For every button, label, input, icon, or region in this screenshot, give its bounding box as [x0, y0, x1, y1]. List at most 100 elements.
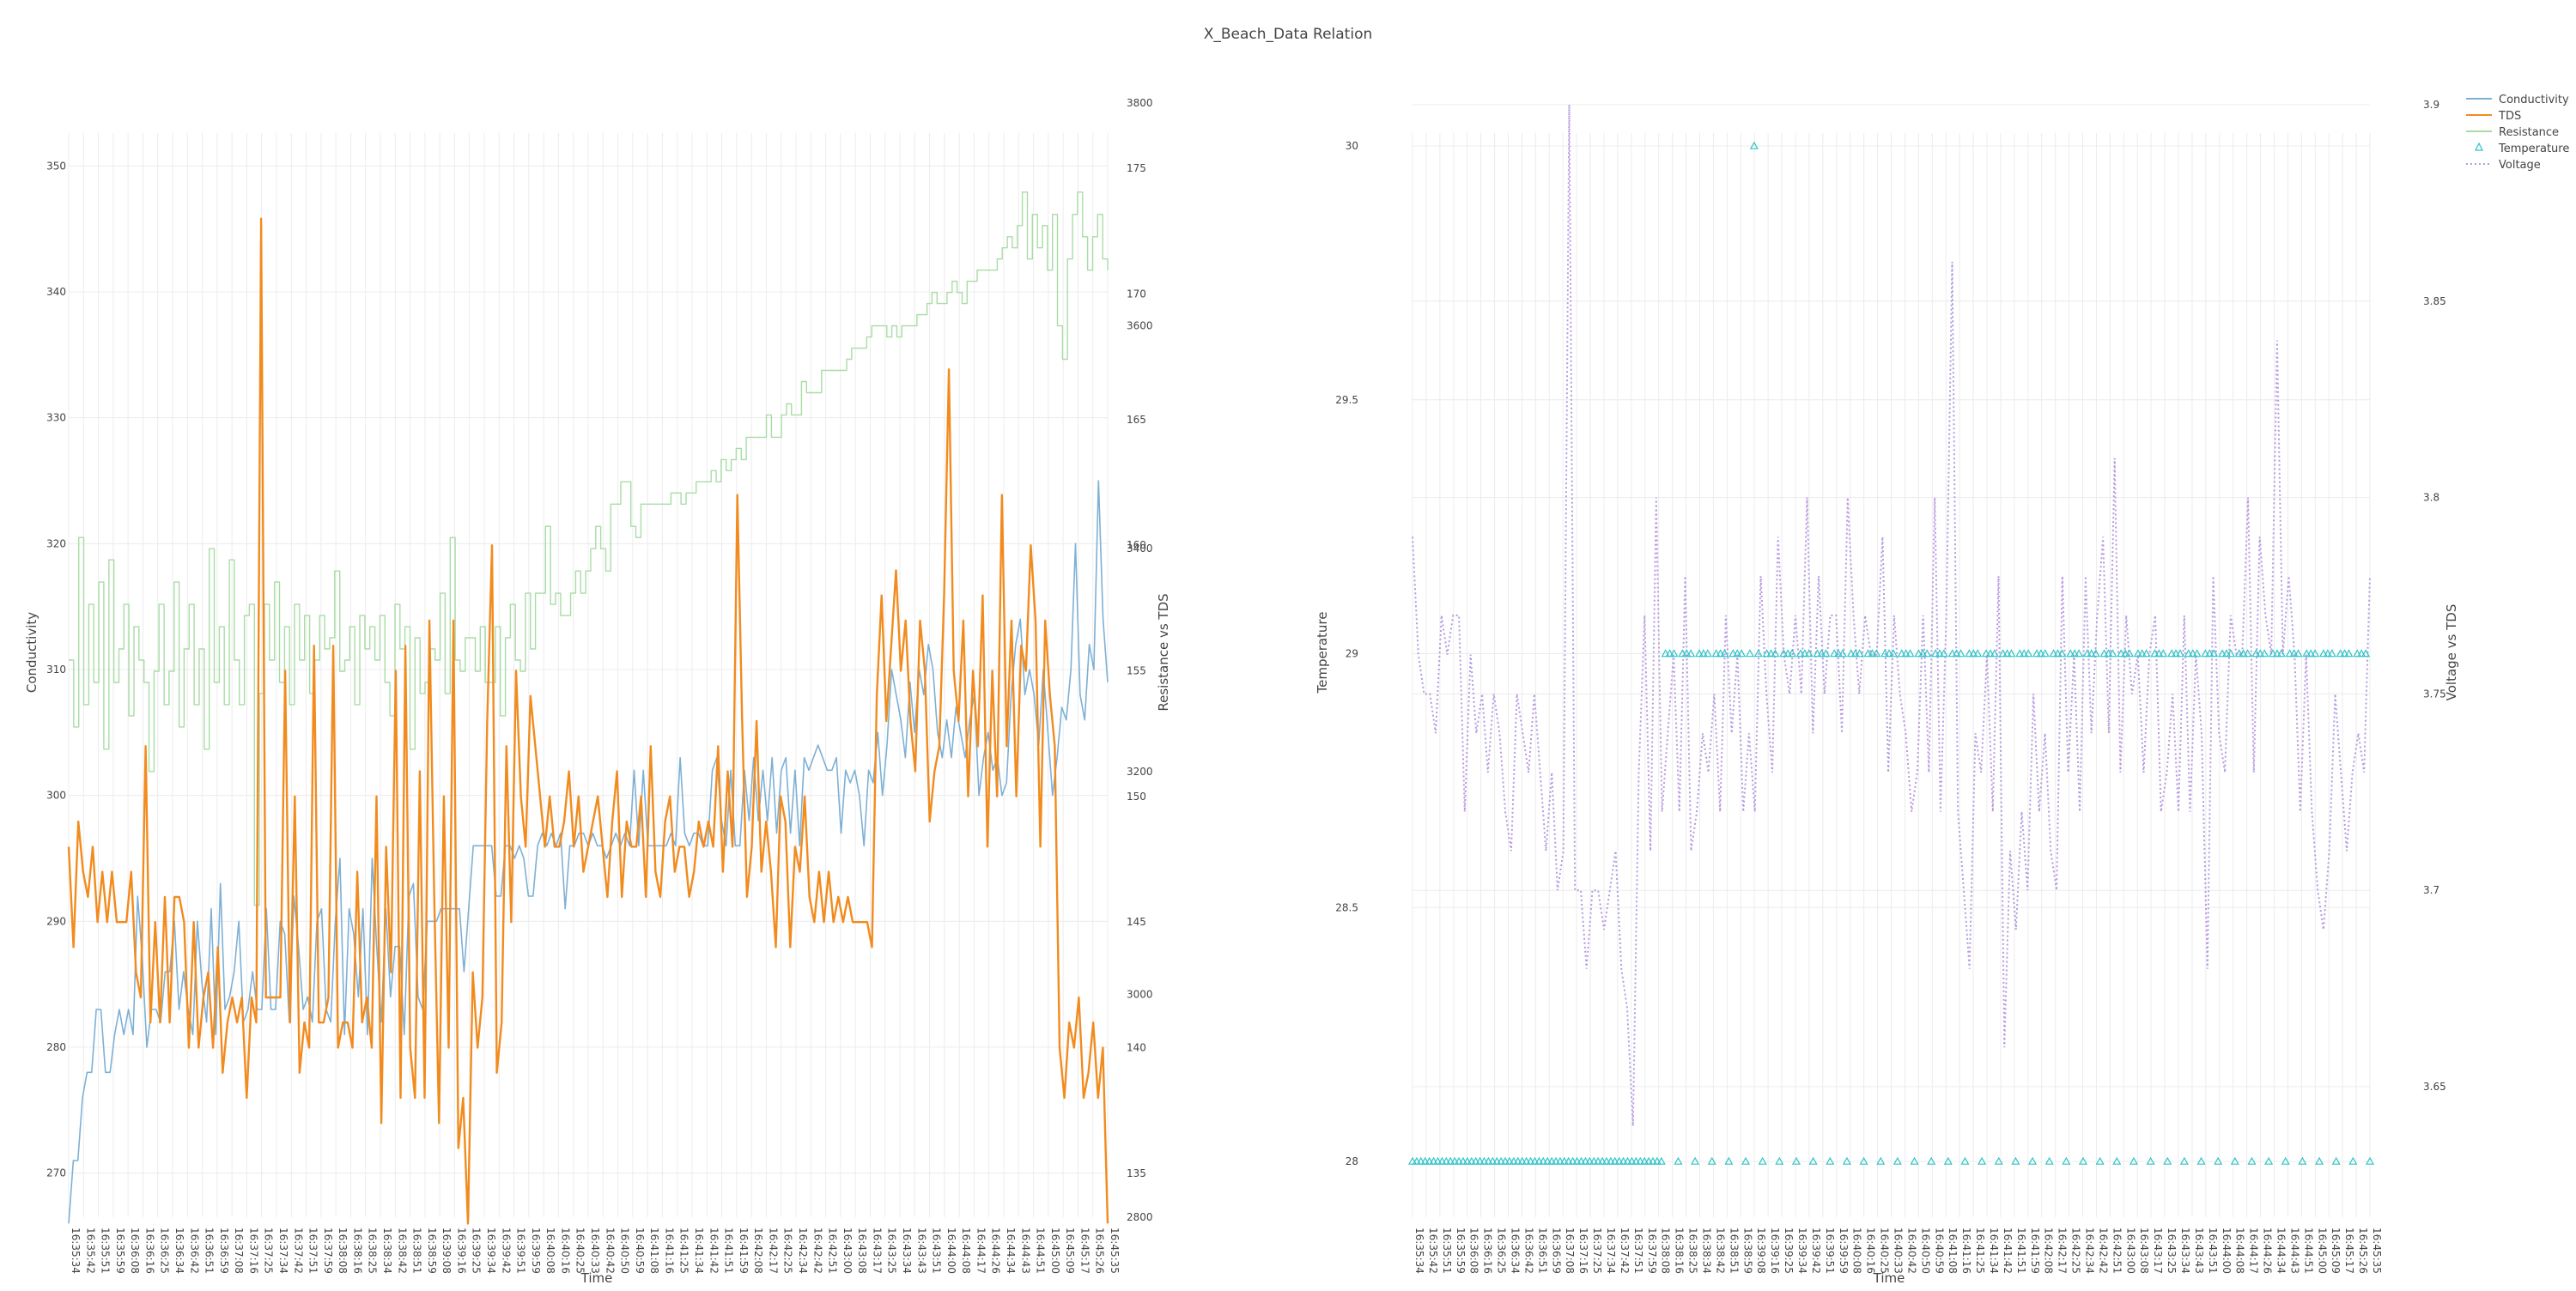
- temperature-marker: [2011, 1156, 2020, 1165]
- temperature-marker: [2167, 649, 2177, 658]
- temperature-marker: [1707, 1156, 1716, 1165]
- temperature-marker: [1644, 1156, 1654, 1165]
- left-x-tick-label: 16:45:09: [1064, 1227, 1076, 1274]
- temperature-marker: [1648, 1156, 1657, 1165]
- temperature-marker: [2298, 1156, 2307, 1165]
- temperature-marker: [1555, 1156, 1564, 1165]
- left-x-tick-label: 16:37:59: [322, 1227, 334, 1274]
- legend-symbol-temperature: [2475, 142, 2483, 151]
- right-x-tick-label: 16:37:34: [1605, 1227, 1617, 1274]
- left-x-tick-label: 16:45:17: [1078, 1227, 1091, 1274]
- temperature-marker: [1551, 1156, 1561, 1165]
- left-x-tick-label: 16:39:59: [530, 1227, 542, 1274]
- left-x-tick-label: 16:36:59: [218, 1227, 230, 1274]
- left-x-tick-label: 16:36:51: [204, 1227, 216, 1274]
- temperature-marker: [1745, 649, 1754, 658]
- left-x-tick-label: 16:42:17: [767, 1227, 779, 1274]
- temperature-marker: [2289, 649, 2299, 658]
- right-x-tick-label: 16:39:59: [1838, 1227, 1850, 1274]
- right-x-tick-label: 16:44:08: [2234, 1227, 2246, 1274]
- temperature-marker: [1636, 1156, 1645, 1165]
- right-x-tick-label: 16:40:25: [1879, 1227, 1891, 1274]
- voltage-y-tick-label: 3.75: [2423, 688, 2446, 700]
- left-x-tick-label: 16:41:16: [663, 1227, 675, 1274]
- temperature-marker: [1969, 649, 1978, 658]
- right-x-tick-label: 16:40:42: [1905, 1227, 1917, 1274]
- temperature-marker: [2154, 649, 2164, 658]
- voltage-y-tick-label: 3.8: [2423, 492, 2439, 504]
- temperature-marker: [1568, 1156, 1577, 1165]
- temperature-marker: [2032, 649, 2041, 658]
- temperature-marker: [1947, 649, 1957, 658]
- right-x-tick-label: 16:41:25: [1974, 1227, 1986, 1274]
- temperature-marker: [1956, 649, 1965, 658]
- tds-y-tick-label: 170: [1127, 288, 1146, 300]
- tds-y-tick-label: 150: [1127, 791, 1146, 803]
- series-line-tds: [67, 217, 1109, 1225]
- temperature-marker: [1716, 649, 1725, 658]
- temperature-marker: [1416, 1156, 1425, 1165]
- right-x-tick-label: 16:41:34: [1988, 1227, 2000, 1274]
- temperature-marker: [2285, 649, 2294, 658]
- left-x-tick-label: 16:39:25: [471, 1227, 483, 1274]
- left-x-tick-label: 16:41:25: [678, 1227, 690, 1274]
- temperature-marker: [2361, 649, 2371, 658]
- left-x-tick-label: 16:38:16: [351, 1227, 363, 1274]
- right-y-axis-title: Temperature: [1315, 611, 1330, 694]
- left-x-tick-label: 16:37:25: [263, 1227, 275, 1274]
- right-x-tick-label: 16:45:35: [2371, 1227, 2383, 1274]
- temperature-marker: [2129, 1156, 2138, 1165]
- temperature-marker: [2104, 649, 2113, 658]
- temperature-marker: [1859, 1156, 1868, 1165]
- temperature-marker: [1749, 141, 1759, 149]
- left-x-tick-label: 16:38:34: [381, 1227, 393, 1274]
- right-x-tick-label: 16:37:51: [1632, 1227, 1644, 1274]
- left-x-tick-label: 16:37:16: [247, 1227, 259, 1274]
- legend-label-resistance: Resistance: [2499, 126, 2559, 139]
- temperature-marker: [1534, 1156, 1544, 1165]
- temperature-marker: [1753, 649, 1763, 658]
- right-y-tick-label: 30: [1346, 140, 1358, 152]
- temperature-marker: [1407, 1156, 1418, 1165]
- resistance-y-tick-label: 3200: [1127, 766, 1153, 778]
- temperature-marker: [1868, 649, 1877, 658]
- temperature-marker: [2344, 649, 2354, 658]
- temperature-marker: [2188, 649, 2197, 658]
- temperature-marker: [1918, 649, 1928, 658]
- temperature-marker: [1863, 649, 1873, 658]
- temperature-marker: [1526, 1156, 1535, 1165]
- left-y-tick-label: 270: [46, 1167, 66, 1179]
- temperature-marker: [2121, 649, 2130, 658]
- temperature-marker: [1589, 1156, 1599, 1165]
- temperature-marker: [1488, 1156, 1498, 1165]
- temperature-marker: [1724, 1156, 1734, 1165]
- temperature-marker: [1640, 1156, 1649, 1165]
- right-x-tick-label: 16:42:08: [2043, 1227, 2055, 1274]
- temperature-marker: [1437, 1156, 1447, 1165]
- temperature-marker: [2053, 649, 2063, 658]
- temperature-marker: [2281, 1156, 2290, 1165]
- temperature-marker: [2293, 649, 2303, 658]
- left-x-tick-label: 16:39:16: [455, 1227, 467, 1274]
- temperature-marker: [2175, 649, 2184, 658]
- temperature-marker: [1559, 1156, 1569, 1165]
- temperature-marker: [2192, 649, 2202, 658]
- temperature-marker: [1703, 649, 1712, 658]
- temperature-marker: [2108, 649, 2117, 658]
- right-x-tick-label: 16:36:16: [1482, 1227, 1494, 1274]
- right-x-tick-label: 16:38:59: [1741, 1227, 1753, 1274]
- left-x-tick-label: 16:41:59: [738, 1227, 750, 1274]
- temperature-marker: [2112, 1156, 2122, 1165]
- left-x-tick-label: 16:44:43: [1019, 1227, 1031, 1274]
- resistance-y-tick-label: 3400: [1127, 542, 1153, 555]
- left-x-tick-label: 16:38:25: [367, 1227, 379, 1274]
- temperature-marker: [2099, 649, 2109, 658]
- right-x-tick-label: 16:43:00: [2124, 1227, 2136, 1274]
- left-x-tick-label: 16:44:51: [1035, 1227, 1047, 1274]
- temperature-marker: [1880, 649, 1890, 658]
- left-x-tick-label: 16:40:25: [574, 1227, 586, 1274]
- temperature-marker: [1888, 649, 1898, 658]
- right-x-tick-label: 16:39:25: [1783, 1227, 1795, 1274]
- temperature-marker: [1821, 649, 1831, 658]
